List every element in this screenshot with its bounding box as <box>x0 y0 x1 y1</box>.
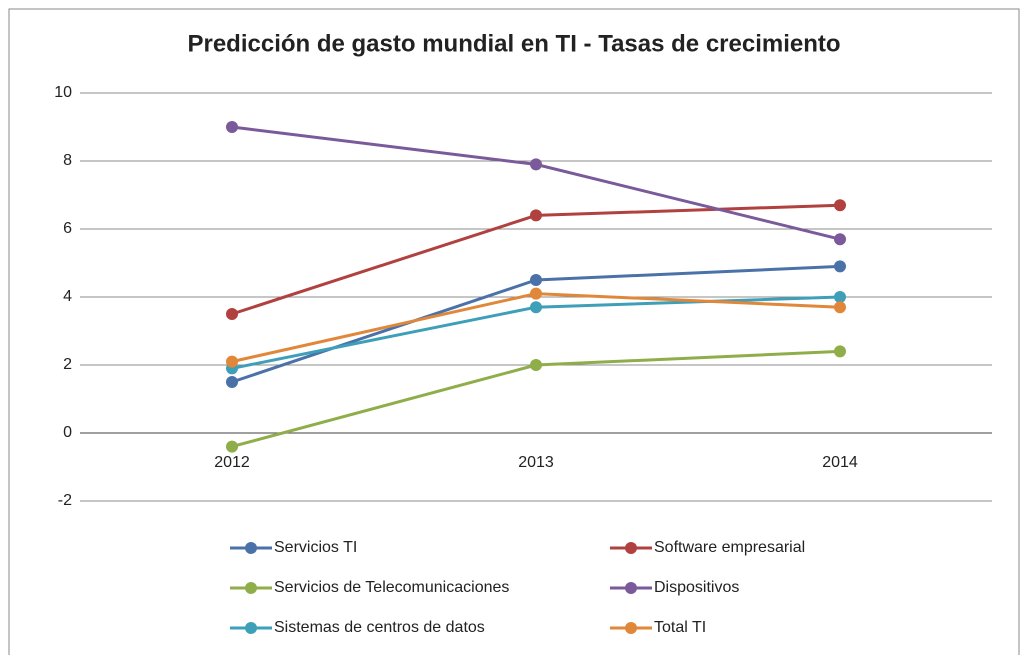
data-point <box>834 199 846 212</box>
y-tick-label: 2 <box>63 356 72 373</box>
x-tick-label: 2012 <box>214 454 250 471</box>
legend-marker <box>625 622 637 634</box>
data-point <box>226 121 238 133</box>
data-point <box>226 355 238 368</box>
legend-label: Dispositivos <box>654 579 739 596</box>
chart-title: Predicción de gasto mundial en TI - Tasa… <box>187 30 840 57</box>
data-point <box>530 287 542 300</box>
data-point <box>530 209 542 222</box>
y-tick-label: 8 <box>63 152 72 169</box>
legend-marker <box>245 542 257 554</box>
data-point <box>530 359 542 371</box>
x-tick-label: 2014 <box>822 454 858 471</box>
data-point <box>530 301 542 314</box>
y-tick-label: 6 <box>63 220 72 237</box>
data-point <box>226 376 238 388</box>
y-tick-label: 4 <box>63 288 72 305</box>
legend-marker <box>625 582 637 594</box>
legend-label: Total TI <box>654 619 706 636</box>
data-point <box>530 274 542 286</box>
legend-label: Servicios de Telecomunicaciones <box>274 579 509 596</box>
data-point <box>530 158 542 171</box>
legend-marker <box>245 622 257 634</box>
x-tick-label: 2013 <box>518 454 554 471</box>
data-point <box>226 440 238 453</box>
data-point <box>834 291 846 303</box>
legend-label: Servicios TI <box>274 539 357 556</box>
data-point <box>834 345 846 358</box>
legend-marker <box>625 542 637 554</box>
y-tick-label: 10 <box>54 84 72 101</box>
data-point <box>834 260 846 273</box>
data-point <box>226 308 238 320</box>
legend-label: Software empresarial <box>654 539 805 556</box>
legend-label: Sistemas de centros de datos <box>274 619 485 636</box>
legend-marker <box>245 582 257 594</box>
chart-frame <box>8 8 1020 655</box>
y-tick-label: -2 <box>58 492 72 509</box>
data-point <box>834 301 846 314</box>
y-tick-label: 0 <box>63 424 72 441</box>
data-point <box>834 233 846 246</box>
